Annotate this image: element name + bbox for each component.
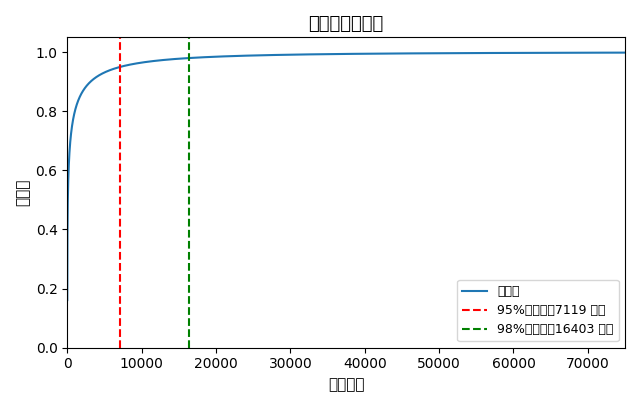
Line: 覆盖率: 覆盖率	[67, 53, 625, 300]
覆盖率	[591, 50, 599, 55]
覆盖率	[86, 79, 94, 84]
Y-axis label: 覆盖率: 覆盖率	[15, 179, 30, 206]
覆盖率	[173, 57, 180, 61]
覆盖率	[621, 50, 629, 55]
Title: 词汇覆盖率分析: 词汇覆盖率分析	[308, 15, 384, 33]
覆盖率	[336, 52, 344, 57]
覆盖率	[66, 145, 74, 150]
Legend: 覆盖率, 95%覆盖率（7119 词）, 98%覆盖率（16403 词）: 覆盖率, 95%覆盖率（7119 词）, 98%覆盖率（16403 词）	[458, 280, 619, 341]
覆盖率	[97, 72, 104, 77]
覆盖率	[63, 298, 71, 302]
X-axis label: 词汇数量: 词汇数量	[328, 377, 364, 392]
